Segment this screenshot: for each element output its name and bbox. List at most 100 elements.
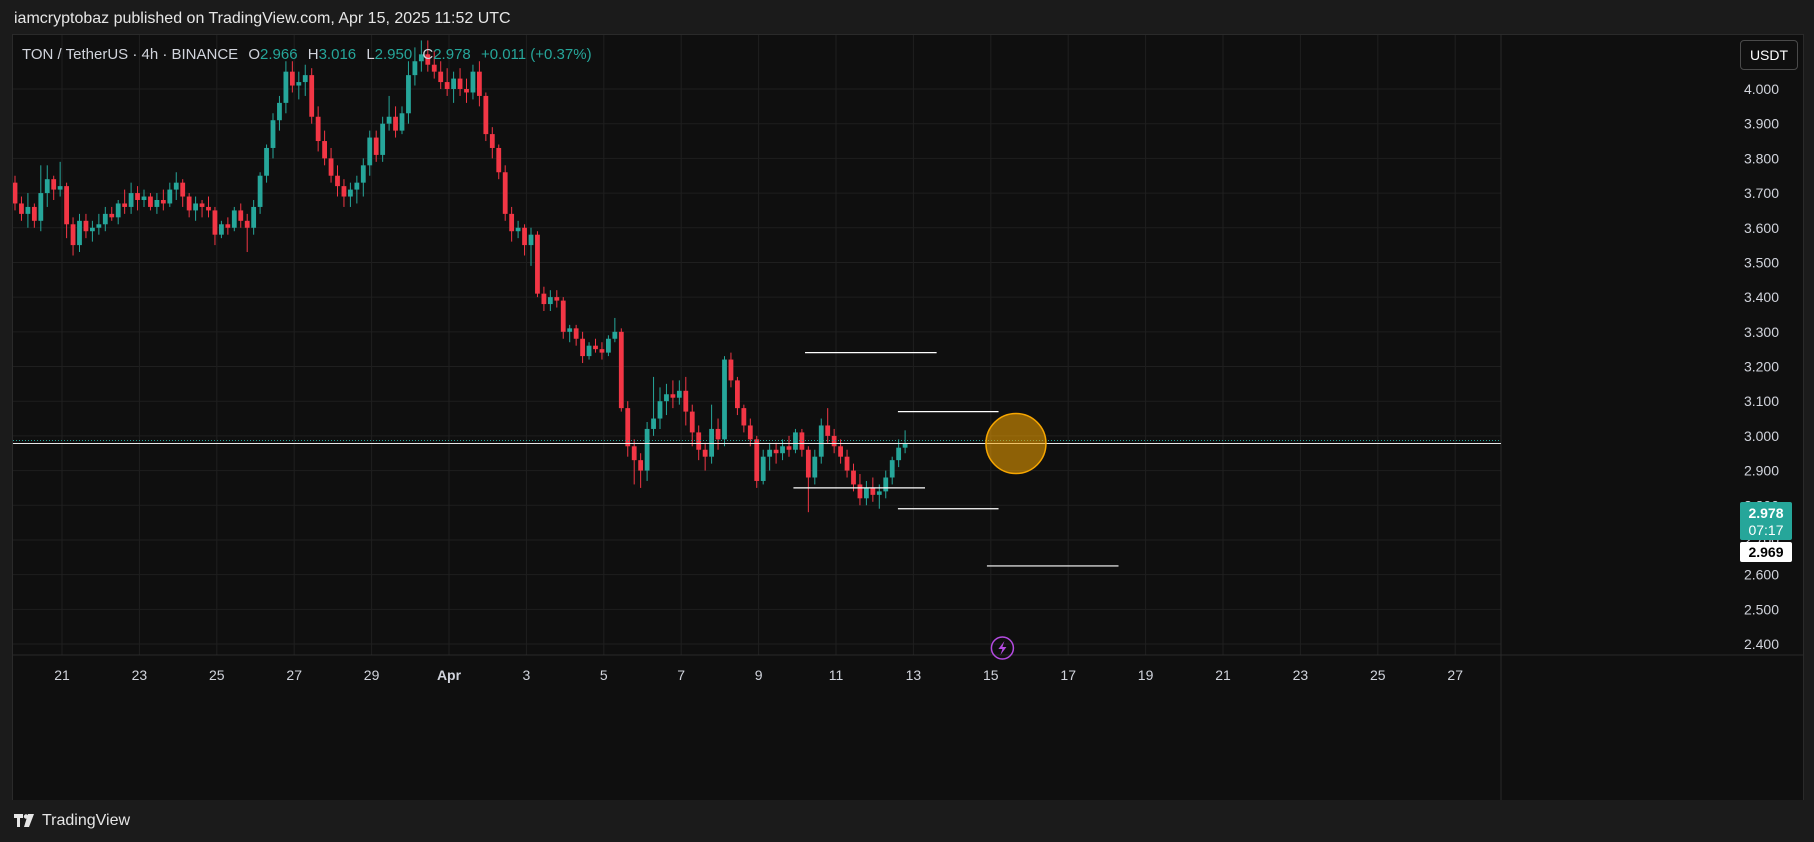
candle-body	[489, 134, 495, 148]
candle-body	[805, 449, 811, 478]
candle-body	[883, 477, 889, 492]
candle-body	[44, 179, 50, 194]
top-bar: iamcryptobaz published on TradingView.co…	[0, 0, 1814, 34]
candle-body	[148, 196, 153, 207]
candle-body	[51, 179, 57, 190]
candle-body	[889, 460, 895, 478]
candle-body	[225, 224, 231, 228]
candle-body	[599, 349, 605, 353]
candle-body	[354, 182, 360, 190]
candle-body	[109, 213, 115, 218]
low-label: L	[366, 46, 375, 63]
x-tick-label: 15	[983, 667, 999, 683]
candle-body	[141, 196, 147, 200]
candle-body	[328, 158, 334, 176]
candle-body	[335, 175, 340, 187]
candle-body	[418, 54, 424, 62]
candle-body	[767, 449, 773, 457]
close-value: 2.978	[433, 46, 471, 63]
candle-body	[735, 380, 740, 409]
candle-body	[360, 165, 366, 183]
candle-body	[689, 411, 695, 433]
candle-body	[367, 137, 373, 166]
candle-body	[657, 401, 663, 419]
y-tick-label: 2.600	[1744, 567, 1779, 583]
candle-body	[554, 297, 560, 301]
candle-body	[193, 203, 198, 211]
candle-body	[541, 293, 547, 305]
y-tick-label: 2.900	[1744, 463, 1779, 479]
candle-body	[754, 439, 760, 481]
candle-body	[31, 206, 37, 221]
candle-body	[560, 300, 566, 332]
candle-body	[296, 82, 302, 86]
candle-body	[580, 338, 585, 357]
candle-body	[676, 390, 682, 398]
x-tick-label: 13	[906, 667, 922, 683]
candle-body	[406, 75, 411, 114]
candle-body	[644, 428, 650, 471]
tradingview-logo-icon	[14, 814, 34, 827]
publish-info: iamcryptobaz published on TradingView.co…	[14, 10, 511, 27]
tradingview-brand[interactable]: TradingView	[14, 812, 130, 830]
candle-body	[386, 116, 392, 124]
x-tick-label: 25	[1370, 667, 1386, 683]
x-tick-label: 27	[286, 667, 302, 683]
candle-body	[199, 203, 205, 207]
candle-body	[825, 425, 831, 436]
y-tick-label: 3.100	[1744, 393, 1779, 409]
candle-body	[309, 75, 315, 117]
candle-body	[535, 234, 540, 294]
chart-frame[interactable]: 4.000 3.900 3.800 3.700 3.600 3.500 3.400 3.300…	[12, 34, 1804, 801]
candle-body	[870, 487, 876, 495]
x-tick-label: 21	[54, 667, 70, 683]
candle-body	[760, 456, 766, 481]
candle-body	[90, 227, 95, 232]
x-tick-label: 7	[677, 667, 685, 683]
candle-body	[289, 71, 295, 86]
candle-body	[593, 345, 598, 350]
candle-body	[348, 189, 353, 197]
candle-body	[728, 359, 734, 381]
event-circle-icon	[990, 636, 1015, 660]
last-price: 2.978	[1748, 505, 1784, 521]
currency-button[interactable]: USDT	[1740, 40, 1798, 70]
candle-body	[786, 446, 792, 450]
candle-body	[19, 203, 24, 214]
candle-body	[77, 220, 82, 246]
candle-body	[186, 196, 192, 211]
x-tick-label: 21	[1215, 667, 1231, 683]
candle-body	[515, 227, 521, 232]
candle-body	[180, 182, 186, 197]
candle-body	[451, 78, 456, 89]
candle-body	[902, 443, 908, 448]
bar-countdown: 07:17	[1748, 522, 1784, 538]
candle-body	[606, 338, 611, 353]
candle-body	[244, 220, 250, 228]
candle-body	[664, 394, 669, 402]
candle-body	[399, 113, 405, 131]
candle-body	[651, 418, 656, 429]
candle-body	[173, 182, 179, 190]
y-tick-label: 2.400	[1744, 636, 1779, 652]
open-value: 2.966	[260, 46, 298, 63]
candle-body	[851, 470, 856, 485]
high-value: 3.016	[318, 46, 357, 63]
candle-body	[431, 64, 437, 72]
candle-body	[812, 456, 818, 478]
candle-body	[477, 71, 482, 96]
candle-body	[528, 234, 534, 246]
candle-body	[302, 75, 308, 83]
candle-body	[496, 147, 502, 173]
candle-body	[799, 432, 805, 450]
x-tick-label: Apr	[437, 667, 462, 683]
candle-body	[773, 449, 779, 454]
candle-body	[715, 428, 721, 440]
x-tick-label: 17	[1060, 667, 1076, 683]
candle-body	[57, 186, 63, 190]
candlestick-chart[interactable]: 4.000 3.900 3.800 3.700 3.600 3.500 3.400 3.300…	[13, 35, 1803, 800]
open-label: O	[248, 46, 261, 63]
lightning-icon	[998, 641, 1007, 655]
candle-body	[838, 446, 843, 457]
x-tick-label: 23	[1293, 667, 1309, 683]
